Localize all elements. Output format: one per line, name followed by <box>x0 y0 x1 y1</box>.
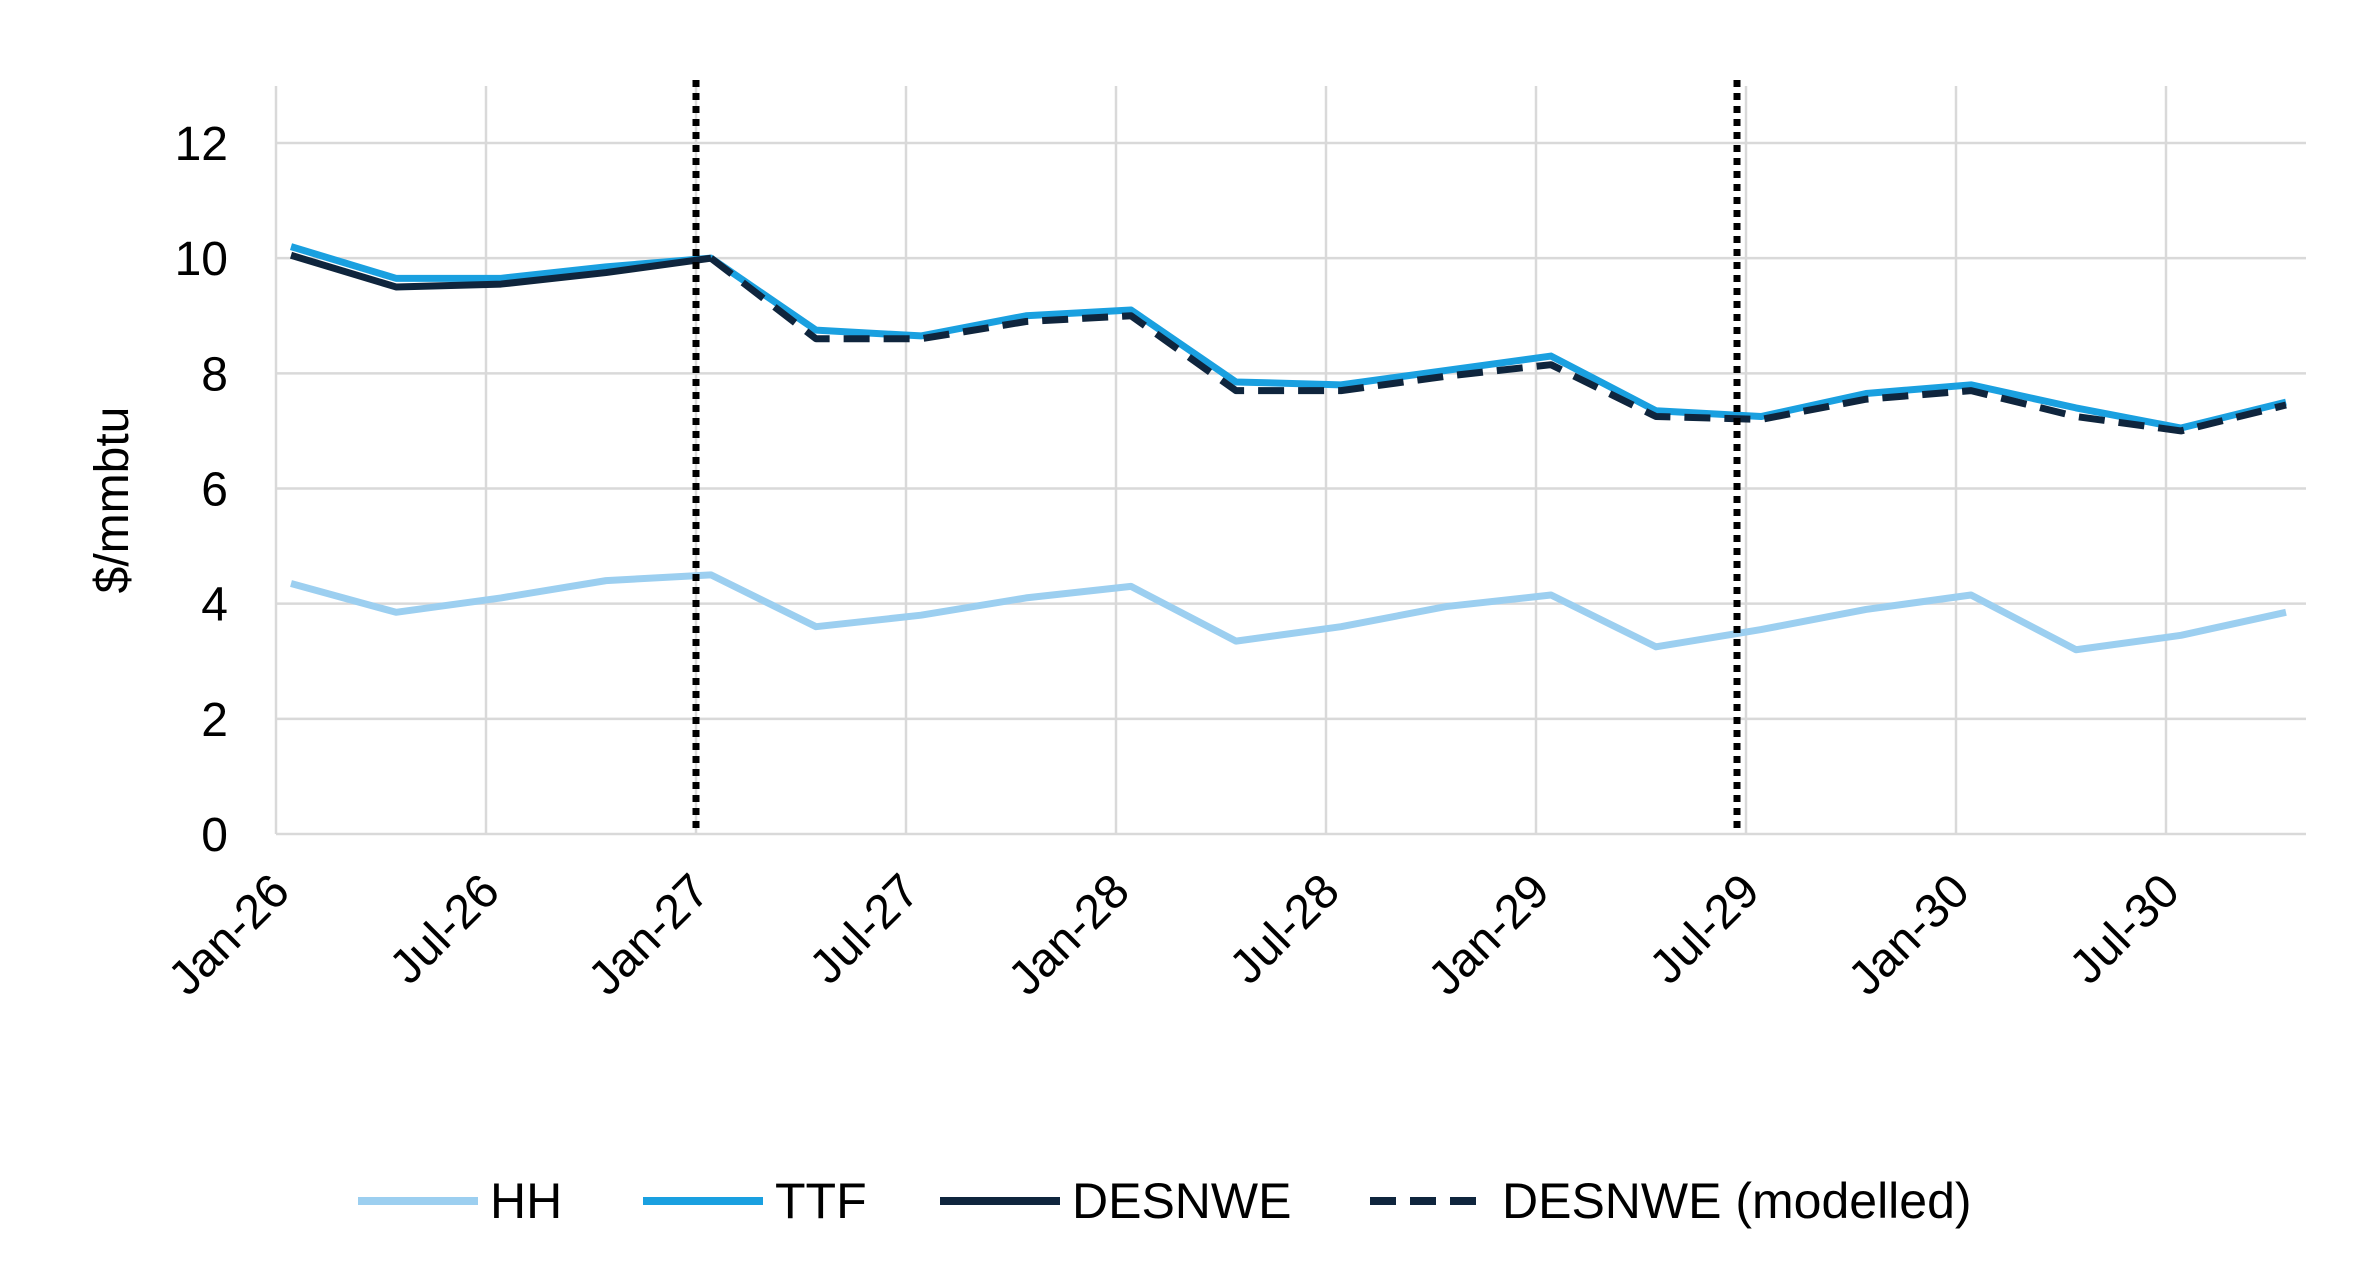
x-tick-label: Jan-26 <box>159 864 300 1005</box>
legend: HH TTF DESNWE DESNWE (modelled) <box>358 1173 1972 1229</box>
y-tick-label: 4 <box>201 579 228 632</box>
y-tick-label: 6 <box>201 464 228 517</box>
series-lines <box>289 243 2287 654</box>
y-tick-labels: 0 2 4 6 8 10 12 <box>175 118 228 862</box>
y-tick-label: 8 <box>201 348 228 401</box>
legend-label: TTF <box>775 1173 867 1229</box>
y-axis-label: $/mmbtu <box>86 407 139 594</box>
x-tick-label: Jul-28 <box>1220 864 1350 994</box>
x-tick-label: Jul-26 <box>380 864 510 994</box>
annotations <box>692 80 1741 834</box>
legend-label: DESNWE <box>1072 1173 1291 1229</box>
x-tick-label: Jan-29 <box>1419 864 1560 1005</box>
x-tick-label: Jan-28 <box>999 864 1140 1005</box>
x-tick-label: Jan-27 <box>579 864 720 1005</box>
gridlines <box>274 86 2306 836</box>
x-tick-label: Jul-29 <box>1640 864 1770 994</box>
y-tick-label: 2 <box>201 694 228 747</box>
y-tick-label: 10 <box>175 233 228 286</box>
x-tick-label: Jan-30 <box>1839 864 1980 1005</box>
legend-label: HH <box>490 1173 562 1229</box>
x-tick-label: Jul-27 <box>800 864 930 994</box>
x-tick-labels: Jan-26 Jul-26 Jan-27 Jul-27 Jan-28 Jul-28 Jan-… <box>159 864 2190 1005</box>
series-line-ttf <box>289 243 2287 432</box>
y-tick-label: 0 <box>201 809 228 862</box>
legend-label: DESNWE (modelled) <box>1502 1173 1972 1229</box>
x-tick-label: Jul-30 <box>2060 864 2190 994</box>
series-line-desnwe <box>289 251 712 291</box>
series-line-desnwe-modelled <box>708 255 2287 435</box>
series-line-hh <box>290 571 2287 654</box>
y-tick-label: 12 <box>175 118 228 171</box>
